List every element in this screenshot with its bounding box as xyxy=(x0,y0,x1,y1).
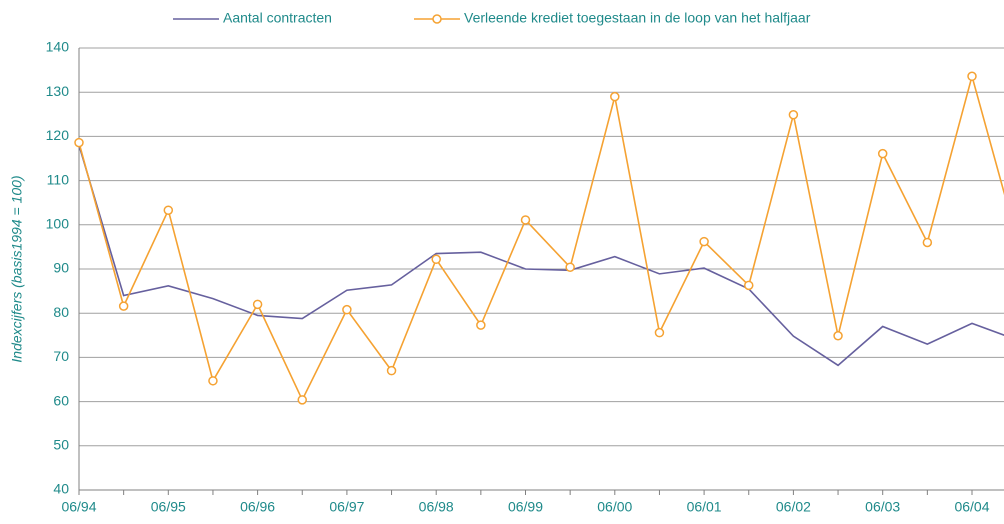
point xyxy=(252,299,263,310)
point xyxy=(744,280,754,291)
x-tick-label: 06/96 xyxy=(240,499,275,515)
y-tick-label: 60 xyxy=(53,392,69,408)
x-tick-label: 06/94 xyxy=(61,499,96,515)
point xyxy=(163,205,174,215)
point xyxy=(922,237,933,248)
x-tick-label: 06/97 xyxy=(329,499,364,515)
x-tick-label: 06/99 xyxy=(508,499,543,515)
x-tick-label: 06/01 xyxy=(687,499,722,515)
point xyxy=(565,262,575,272)
y-tick-label: 100 xyxy=(46,216,70,232)
point xyxy=(699,236,709,247)
series-line xyxy=(78,145,1004,367)
x-tick-label: 06/03 xyxy=(865,499,900,515)
y-tick-label: 120 xyxy=(46,127,70,143)
x-tick-label: 06/04 xyxy=(954,499,989,515)
x-tick-label: 06/00 xyxy=(597,499,632,515)
y-tick-label: 130 xyxy=(46,83,70,99)
point xyxy=(654,327,665,338)
x-tick-label: 06/95 xyxy=(151,499,186,515)
x-tick-label: 06/02 xyxy=(776,499,811,515)
y-tick-label: 50 xyxy=(53,437,69,453)
point xyxy=(476,320,486,330)
point xyxy=(520,215,531,225)
legend-label: Aantal contracten xyxy=(223,10,332,26)
y-tick-label: 70 xyxy=(53,348,69,364)
point xyxy=(431,254,441,265)
point xyxy=(386,365,397,376)
legend-marker xyxy=(432,14,442,24)
point xyxy=(877,148,888,159)
point xyxy=(833,330,843,341)
y-tick-label: 90 xyxy=(53,260,69,276)
y-tick-label: 110 xyxy=(47,171,70,187)
series-line xyxy=(78,73,1004,402)
y-tick-label: 140 xyxy=(46,39,70,55)
point xyxy=(208,376,218,386)
point xyxy=(342,304,352,315)
legend-label: Verleende krediet toegestaan in de loop … xyxy=(464,10,811,26)
point xyxy=(297,395,307,405)
point xyxy=(74,137,84,148)
y-tick-label: 80 xyxy=(53,304,69,320)
y-axis-label: Indexcijfers (basis1994 = 100) xyxy=(9,175,25,362)
point xyxy=(610,91,620,102)
point xyxy=(118,301,129,311)
point xyxy=(788,109,799,120)
y-tick-label: 40 xyxy=(53,481,69,497)
point xyxy=(967,71,977,82)
x-tick-label: 06/98 xyxy=(419,499,454,515)
plot xyxy=(74,71,1004,405)
